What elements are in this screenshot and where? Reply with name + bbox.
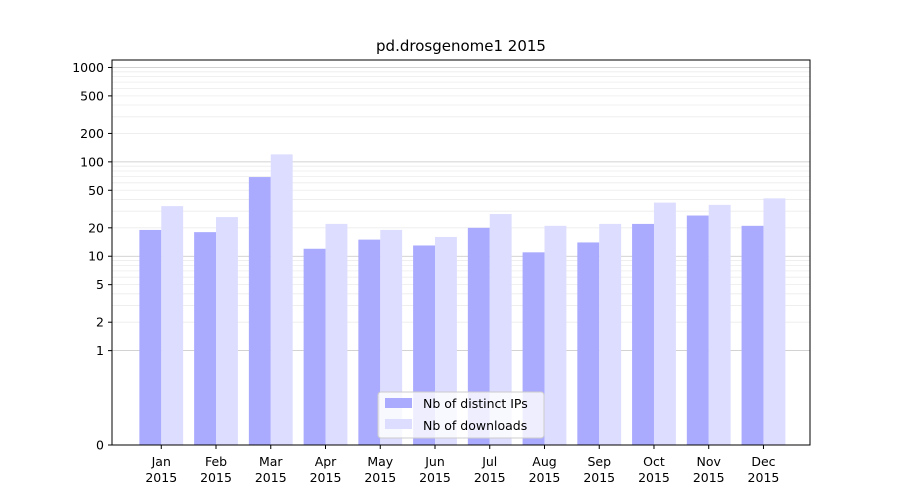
y-tick-label: 0 [96, 438, 104, 453]
bar-distinct-ips [741, 225, 764, 445]
x-tick-label-year: 2015 [145, 470, 177, 485]
bar-downloads [653, 202, 676, 445]
bar-downloads [599, 223, 622, 445]
legend-frame [377, 391, 545, 439]
bar-distinct-ips [632, 223, 654, 445]
x-tick-label-month: May [367, 454, 393, 469]
x-tick-label-year: 2015 [364, 470, 396, 485]
x-tick-label-year: 2015 [255, 470, 287, 485]
x-tick-label-month: Dec [751, 454, 775, 469]
bar-distinct-ips [467, 227, 490, 445]
x-tick-label-month: Jul [481, 454, 497, 469]
bar-downloads [489, 214, 512, 445]
x-tick-label-month: Jan [151, 454, 171, 469]
x-tick-label-year: 2015 [583, 470, 615, 485]
x-tick-label-month: Jun [424, 454, 445, 469]
legend-label-ips: Nb of distinct IPs [423, 396, 528, 411]
x-tick-label-year: 2015 [419, 470, 451, 485]
x-tick-label-year: 2015 [693, 470, 725, 485]
bar-downloads [161, 206, 184, 445]
bar-distinct-ips [303, 248, 326, 445]
legend: Nb of distinct IPs Nb of downloads [377, 391, 545, 439]
bar-downloads [380, 229, 403, 445]
bar-downloads [325, 223, 348, 445]
bar-distinct-ips [686, 215, 709, 445]
y-tick-label: 200 [80, 126, 104, 141]
bar-distinct-ips [358, 239, 381, 445]
y-tick-label: 1 [96, 343, 104, 358]
bar-distinct-ips [577, 242, 600, 445]
bar-distinct-ips [194, 232, 217, 445]
bar-distinct-ips [139, 229, 162, 445]
chart-title: pd.drosgenome1 2015 [376, 37, 546, 55]
bar-downloads [270, 154, 293, 445]
x-tick-label-month: Nov [697, 454, 722, 469]
x-tick-label-year: 2015 [638, 470, 670, 485]
x-tick-label-year: 2015 [310, 470, 342, 485]
y-tick-label: 5 [96, 277, 104, 292]
x-tick-label-month: Sep [587, 454, 611, 469]
y-tick-label: 10 [88, 249, 104, 264]
x-tick-label-month: Aug [532, 454, 556, 469]
bars [139, 154, 786, 445]
bar-downloads [708, 204, 731, 445]
legend-swatch-downloads [385, 419, 412, 429]
y-tick-label: 2 [96, 315, 104, 330]
x-tick-label-month: Mar [259, 454, 283, 469]
bar-downloads [216, 217, 238, 445]
legend-swatch-ips [385, 398, 412, 408]
y-tick-label: 1000 [72, 60, 104, 75]
x-tick-label-year: 2015 [200, 470, 232, 485]
bar-distinct-ips [248, 177, 271, 445]
y-tick-label: 500 [80, 88, 104, 103]
x-tick-label-month: Apr [315, 454, 337, 469]
x-tick-label-year: 2015 [529, 470, 561, 485]
bar-downloads [544, 225, 567, 445]
x-tick-label-year: 2015 [748, 470, 780, 485]
y-axis: 0 1 2 5 10 20 50 100 200 500 1000 [72, 60, 112, 453]
x-tick-label-year: 2015 [474, 470, 506, 485]
y-tick-label: 20 [88, 220, 104, 235]
legend-label-downloads: Nb of downloads [423, 418, 527, 433]
plot-frame [111, 59, 811, 446]
x-tick-label-month: Oct [643, 454, 665, 469]
x-axis: Jan2015Feb2015Mar2015Apr2015May2015Jun20… [145, 445, 779, 485]
y-tick-label: 100 [80, 154, 104, 169]
x-tick-label-month: Feb [205, 454, 227, 469]
y-tick-label: 50 [88, 183, 104, 198]
bar-downloads [763, 198, 786, 445]
